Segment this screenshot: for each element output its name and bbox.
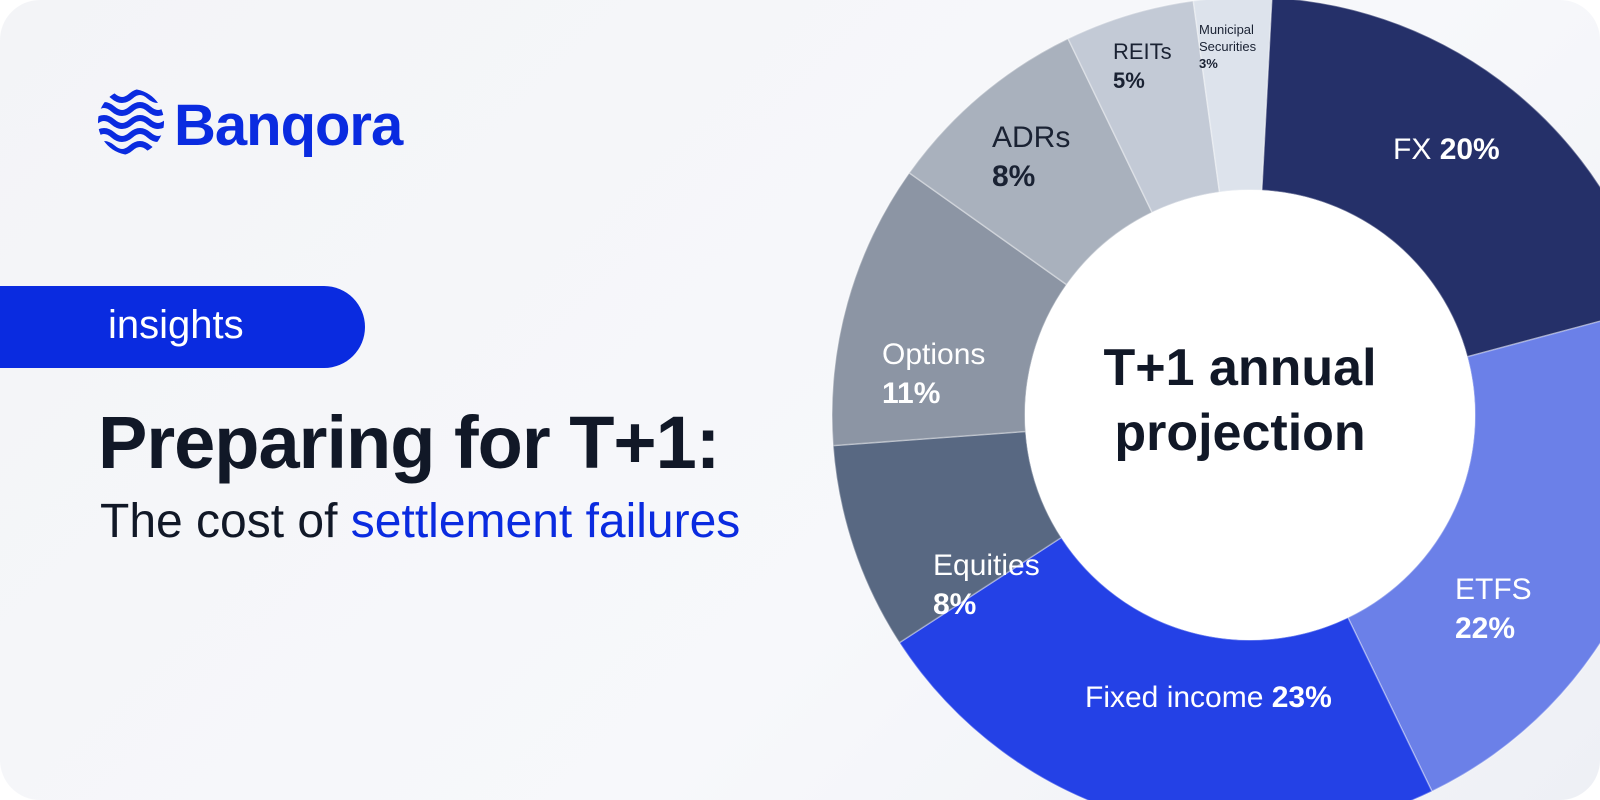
tag-pill: insights [0,286,365,368]
segment-name: Municipal Securities [1199,22,1257,54]
segment-value: 20% [1439,133,1500,166]
segment-value: 22% [1455,612,1516,645]
segment-value: 23% [1271,681,1332,714]
segment-label: REITs 5% [1113,38,1172,95]
segment-value: 5% [1113,67,1145,93]
segment-name: Options [882,338,986,371]
segment-label: Municipal Securities 3% [1199,22,1269,73]
segment-name: ETFS [1455,573,1532,606]
segment-value: 8% [933,588,977,621]
segment-label: Fixed income 23% [1085,678,1332,717]
chart-title: T+1 annual projection [1103,339,1377,462]
segment-name: Fixed income [1085,681,1264,714]
subheadline-prefix: The cost of [100,495,338,548]
segment-label: Options 11% [882,335,985,413]
segment-label: FX 20% [1393,130,1500,169]
donut-hole [1025,190,1475,640]
segment-value: 3% [1199,55,1218,71]
brand: Banqora [174,93,403,158]
subheadline-highlight: settlement failures [350,495,741,548]
segment-label: ETFS 22% [1455,570,1532,648]
segment-name: FX [1393,133,1432,166]
segment-name: REITs [1113,39,1172,64]
tag: insights [108,303,244,347]
headline: Preparing for T+1: [98,401,720,484]
segment-value: 11% [882,377,941,410]
donut-segment [831,171,1068,447]
segment-name: ADRs [992,121,1071,154]
logo-icon [98,89,164,155]
segment-label: ADRs 8% [992,118,1070,196]
segment-value: 8% [992,160,1036,193]
segment-label: Equities 8% [933,546,1040,624]
segment-name: Equities [933,549,1040,582]
subheadline: The cost of settlement failures [100,494,740,549]
